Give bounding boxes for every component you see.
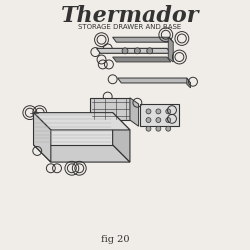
Circle shape — [134, 48, 140, 54]
Polygon shape — [113, 113, 130, 162]
Circle shape — [166, 126, 171, 131]
Circle shape — [146, 109, 151, 114]
Polygon shape — [140, 104, 179, 126]
Circle shape — [166, 118, 171, 122]
Polygon shape — [34, 145, 130, 162]
Circle shape — [156, 126, 161, 131]
Circle shape — [156, 109, 161, 114]
Circle shape — [122, 48, 128, 54]
Circle shape — [156, 118, 161, 122]
Text: Thermador: Thermador — [61, 5, 199, 27]
Circle shape — [146, 126, 151, 131]
Polygon shape — [34, 113, 51, 162]
Polygon shape — [90, 98, 130, 120]
Polygon shape — [118, 78, 190, 83]
Circle shape — [147, 48, 153, 54]
Polygon shape — [130, 98, 138, 126]
Polygon shape — [187, 78, 190, 88]
Polygon shape — [168, 37, 173, 62]
Circle shape — [146, 118, 151, 122]
Polygon shape — [96, 48, 171, 53]
Circle shape — [166, 109, 171, 114]
Polygon shape — [113, 57, 171, 62]
Polygon shape — [34, 113, 130, 130]
Text: STORAGE DRAWER AND BASE: STORAGE DRAWER AND BASE — [78, 24, 182, 30]
Polygon shape — [113, 37, 173, 42]
Polygon shape — [34, 113, 113, 145]
Text: fig 20: fig 20 — [101, 236, 129, 244]
